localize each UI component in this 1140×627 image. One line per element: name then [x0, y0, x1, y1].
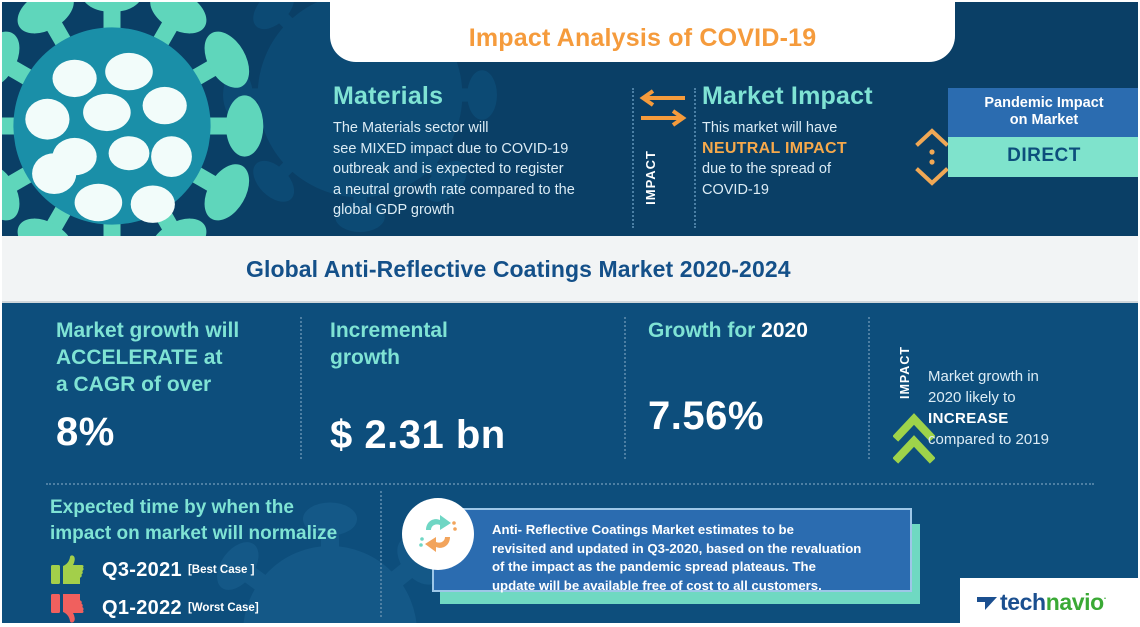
incremental-title-line-1: Incremental — [330, 319, 448, 342]
notice-line-3: of the impact as the pandemic spread pla… — [492, 559, 816, 574]
stats-impact-highlight: INCREASE — [928, 410, 1009, 427]
incremental-title-line-2: growth — [330, 346, 400, 369]
market-impact-heading: Market Impact — [702, 82, 873, 110]
notice-icon-wrapper — [402, 498, 474, 570]
best-case-label: Q3-2021 — [102, 558, 182, 581]
market-title-band: Global Anti-Reflective Coatings Market 2… — [0, 236, 1140, 303]
cagr-value: 8% — [56, 410, 115, 454]
edge-left — [0, 0, 2, 627]
pandemic-heading-line-2: on Market — [1009, 112, 1079, 128]
market-impact-section: Market Impact This market will have NEUT… — [702, 82, 942, 200]
notice-line-2: revisited and updated in Q3-2020, based … — [492, 540, 862, 556]
best-case-row: Q3-2021 [Best Case ] — [50, 555, 380, 585]
stats-region: Market growth will ACCELERATE at a CAGR … — [0, 303, 1140, 627]
cagr-title: Market growth will ACCELERATE at a CAGR … — [56, 317, 300, 398]
stats-divider-2 — [624, 317, 626, 459]
stats-impact-line-3: compared to 2019 — [928, 431, 1049, 448]
materials-section: Materials The Materials sector will see … — [333, 82, 633, 221]
technavio-arrow-icon — [977, 596, 997, 610]
stat-cagr: Market growth will ACCELERATE at a CAGR … — [56, 303, 300, 473]
market-impact-highlight: NEUTRAL IMPACT — [702, 139, 847, 157]
stat-growth-2020: Growth for 2020 7.56% — [648, 303, 868, 473]
pandemic-impact-box: Pandemic Impact on Market DIRECT — [948, 88, 1140, 177]
growth-2020-title-teal: Growth for — [648, 319, 762, 342]
growth-2020-title: Growth for 2020 — [648, 317, 868, 344]
band-rule — [0, 301, 1140, 303]
notice-line-4: update will be available free of cost to… — [492, 577, 822, 593]
stats-impact-line-1: Market growth in — [928, 368, 1039, 385]
bottom-dotted-rule — [46, 483, 1094, 485]
notice-text: Anti- Reflective Coatings Market estimat… — [492, 521, 898, 595]
impact-divider: IMPACT — [637, 88, 699, 228]
worst-case-row: Q1-2022 [Worst Case] — [50, 593, 380, 623]
materials-line-3: outbreak and is expected to register — [333, 161, 564, 177]
impact-divider-label: IMPACT — [643, 150, 658, 205]
stat-incremental: Incremental growth $ 2.31 bn — [330, 303, 620, 473]
expected-time-title: Expected time by when the impact on mark… — [50, 495, 380, 547]
bottom-divider — [380, 491, 382, 617]
technavio-logo: technavio· — [960, 578, 1140, 627]
incremental-value: $ 2.31 bn — [330, 413, 506, 457]
worst-case-label: Q1-2022 — [102, 596, 182, 619]
up-down-chevron-icon — [915, 128, 949, 186]
incremental-title: Incremental growth — [330, 317, 620, 371]
double-chevron-up-icon — [893, 413, 935, 464]
stats-divider-3 — [868, 317, 870, 459]
growth-2020-title-year: 2020 — [761, 319, 808, 342]
expected-title-line-2: impact on market will normalize — [50, 523, 338, 544]
left-right-arrows-icon — [639, 89, 687, 127]
page-title: Impact Analysis of COVID-19 — [468, 24, 817, 52]
expected-time-section: Expected time by when the impact on mark… — [50, 495, 380, 623]
refresh-cycle-icon — [419, 515, 457, 552]
cagr-title-line-3: a CAGR of over — [56, 373, 212, 396]
materials-line-1: The Materials sector will — [333, 120, 489, 136]
thumbs-down-icon — [51, 594, 84, 623]
materials-heading: Materials — [333, 82, 444, 110]
pandemic-impact-value: DIRECT — [948, 137, 1140, 177]
best-case-note: [Best Case ] — [187, 564, 255, 576]
technavio-wordmark: technavio· — [1000, 589, 1107, 616]
worst-case-note: [Worst Case] — [187, 602, 259, 614]
title-plate: Impact Analysis of COVID-19 — [330, 0, 955, 62]
notice-line-1: Anti- Reflective Coatings Market estimat… — [492, 522, 794, 537]
virus-icon — [0, 0, 264, 236]
stats-impact-line-2: 2020 likely to — [928, 389, 1016, 406]
market-impact-body: This market will have NEUTRAL IMPACT due… — [702, 118, 942, 200]
stats-impact-label: IMPACT — [898, 346, 912, 399]
stats-impact-text: Market growth in 2020 likely to INCREASE… — [928, 366, 1128, 450]
divider-dotted-left — [632, 88, 634, 228]
materials-line-2: see MIXED impact due to COVID-19 — [333, 140, 569, 157]
edge-bottom — [0, 623, 1140, 627]
edge-top — [0, 0, 1140, 2]
materials-line-5: global GDP growth — [333, 202, 455, 218]
pandemic-heading-line-1: Pandemic Impact — [984, 95, 1104, 111]
market-impact-line-3: COVID-19 — [702, 181, 769, 198]
market-impact-line-1: This market will have — [702, 120, 838, 136]
technavio-tech: tech — [1000, 589, 1046, 615]
market-title: Global Anti-Reflective Coatings Market 2… — [246, 256, 791, 282]
materials-body: The Materials sector will see MIXED impa… — [333, 118, 633, 221]
edge-right — [1138, 0, 1140, 627]
divider-dotted-right — [694, 88, 696, 228]
expected-title-line-1: Expected time by when the — [50, 497, 294, 518]
top-impact-region: Impact Analysis of COVID-19 Materials Th… — [0, 0, 1140, 236]
technavio-navio: navio — [1045, 589, 1104, 615]
cagr-title-line-1: Market growth will — [56, 319, 240, 342]
market-impact-line-2: due to the spread of — [702, 161, 831, 177]
notice-box: Anti- Reflective Coatings Market estimat… — [432, 508, 912, 595]
pandemic-impact-heading: Pandemic Impact on Market — [948, 88, 1140, 137]
cagr-title-line-2: ACCELERATE at — [56, 346, 223, 369]
growth-2020-value: 7.56% — [648, 394, 764, 438]
thumbs-up-icon — [51, 555, 84, 584]
technavio-tm: · — [1103, 593, 1107, 604]
stats-divider-1 — [300, 317, 302, 459]
materials-line-4: a neutral growth rate compared to the — [333, 181, 575, 198]
